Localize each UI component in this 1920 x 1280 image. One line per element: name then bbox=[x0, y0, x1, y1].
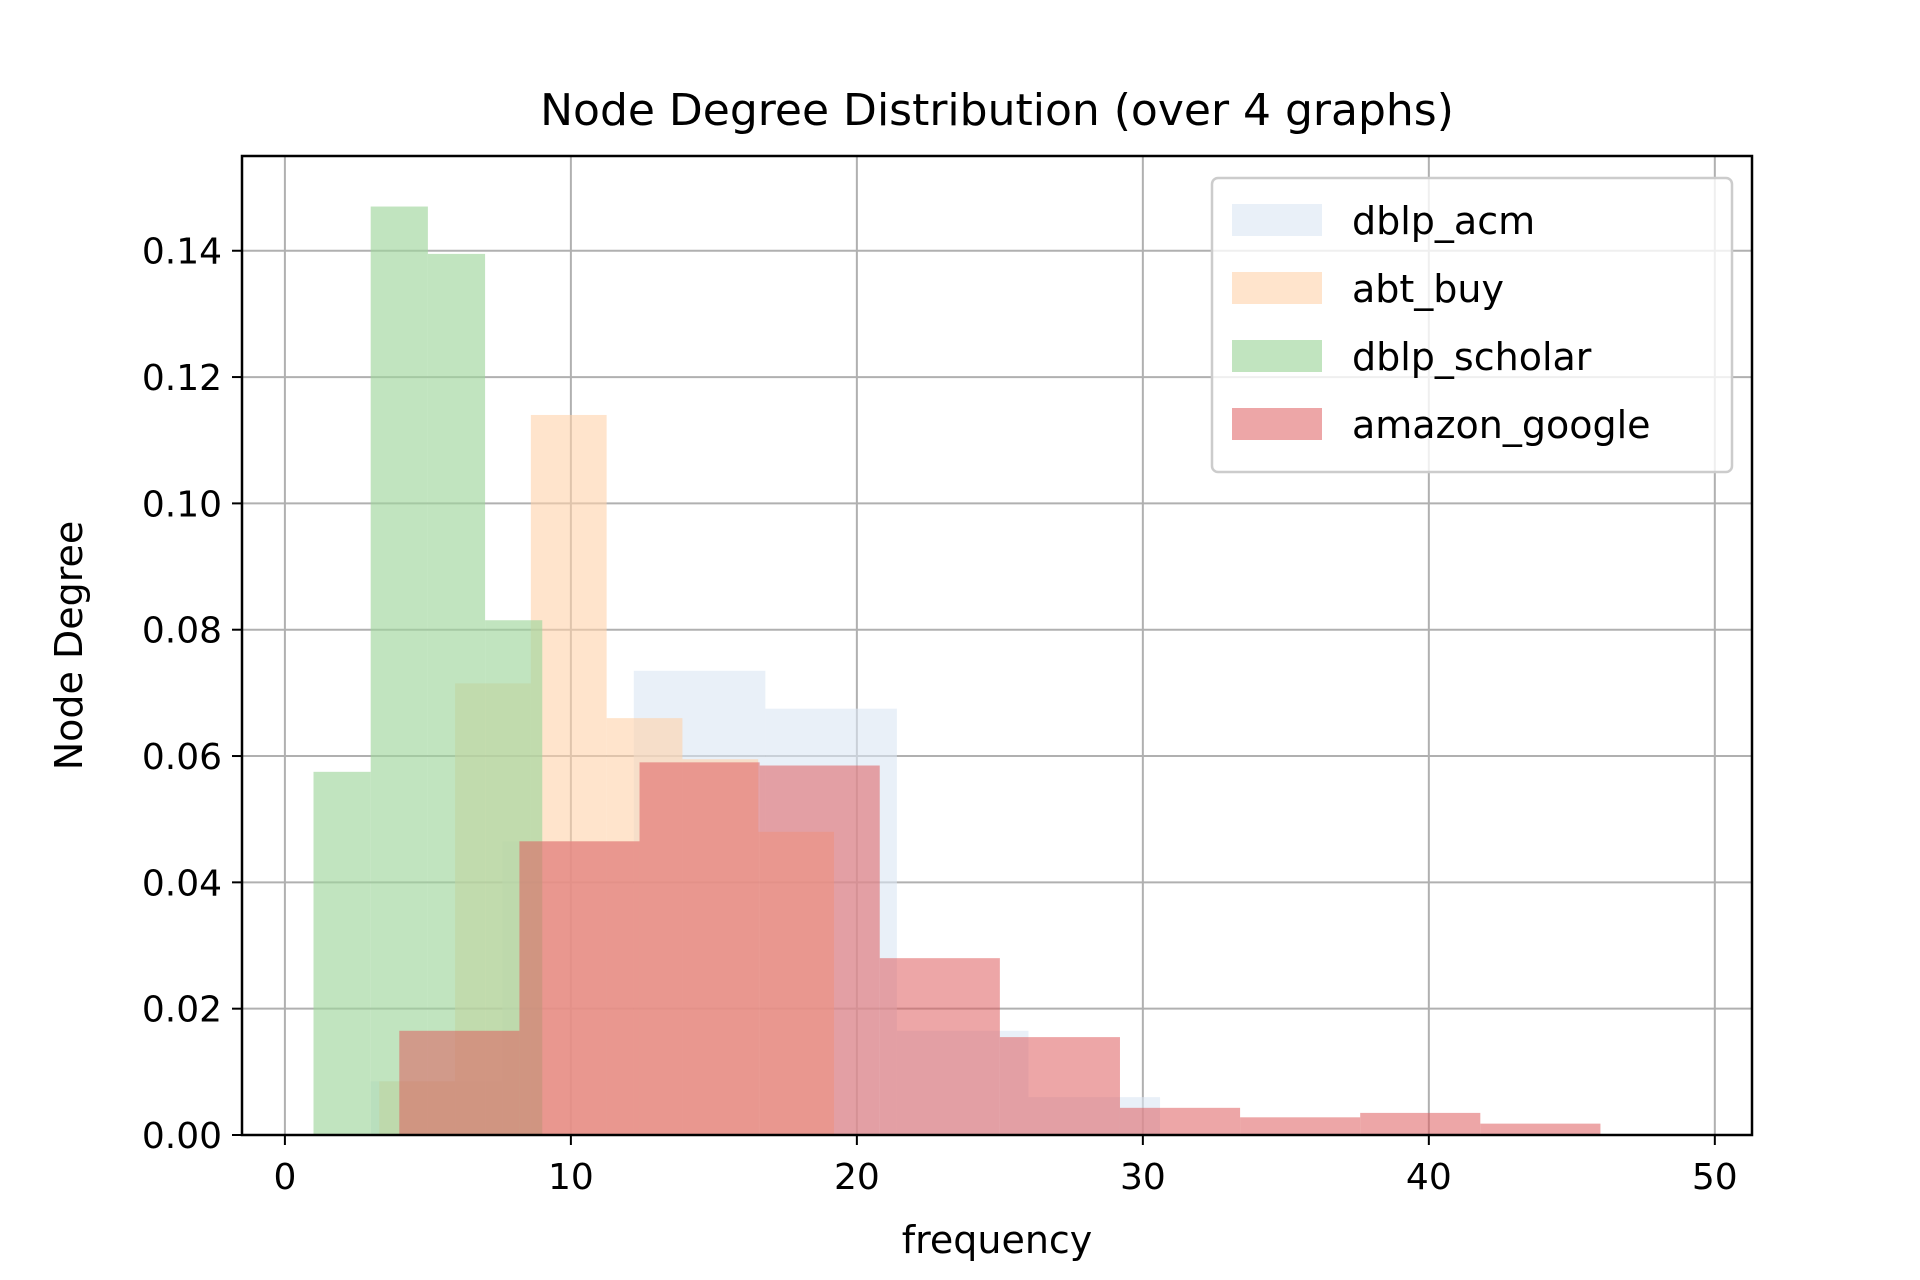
x-tick-label: 10 bbox=[548, 1157, 594, 1198]
y-tick-label: 0.04 bbox=[142, 863, 222, 904]
x-tick-label: 30 bbox=[1120, 1157, 1166, 1198]
x-axis-label: frequency bbox=[902, 1218, 1093, 1262]
legend: dblp_acm abt_buy dblp_scholar amazon_google bbox=[1210, 176, 1734, 474]
legend-box bbox=[1210, 176, 1734, 474]
bar-amazon_google-4 bbox=[879, 958, 1000, 1135]
bar-dblp_scholar-1 bbox=[370, 206, 428, 1135]
series-amazon_google bbox=[399, 762, 1601, 1135]
bar-amazon_google-1 bbox=[519, 841, 640, 1135]
legend-label-amazon_google: amazon_google bbox=[1352, 403, 1651, 447]
chart-title: Node Degree Distribution (over 4 graphs) bbox=[540, 85, 1454, 136]
legend-swatch-dblp_acm bbox=[1232, 204, 1322, 236]
legend-label-dblp_acm: dblp_acm bbox=[1352, 199, 1535, 243]
series-dblp_scholar bbox=[313, 206, 543, 1135]
y-axis-label: Node Degree bbox=[47, 521, 91, 771]
ticks: 0 10 20 30 40 50 0.00 0.02 0.04 0.06 0.08 0.10 0.12 0… bbox=[142, 232, 1738, 1198]
bar-amazon_google-0 bbox=[399, 1030, 520, 1135]
bar-dblp_scholar-2 bbox=[427, 253, 486, 1135]
bar-dblp_scholar-0 bbox=[313, 771, 371, 1135]
axes-frame bbox=[240, 154, 1754, 1137]
y-tick-label: 0.10 bbox=[142, 484, 222, 525]
y-tick-label: 0.02 bbox=[142, 990, 222, 1031]
bar-amazon_google-7 bbox=[1240, 1117, 1361, 1135]
legend-swatch-dblp_scholar bbox=[1232, 340, 1322, 372]
bar-amazon_google-2 bbox=[639, 762, 760, 1135]
x-tick-label: 20 bbox=[834, 1157, 880, 1198]
bar-amazon_google-3 bbox=[759, 765, 880, 1135]
x-tick-label: 50 bbox=[1692, 1157, 1738, 1198]
y-tick-label: 0.12 bbox=[142, 358, 222, 399]
bar-amazon_google-8 bbox=[1360, 1112, 1481, 1135]
bars bbox=[313, 206, 1601, 1135]
y-tick-label: 0.06 bbox=[142, 737, 222, 778]
x-tick-label: 0 bbox=[273, 1157, 296, 1198]
legend-swatch-abt_buy bbox=[1232, 272, 1322, 304]
legend-label-abt_buy: abt_buy bbox=[1352, 267, 1504, 311]
legend-label-dblp_scholar: dblp_scholar bbox=[1352, 335, 1592, 379]
bar-amazon_google-9 bbox=[1480, 1123, 1601, 1135]
y-tick-label: 0.14 bbox=[142, 232, 222, 273]
y-tick-label: 0.08 bbox=[142, 611, 222, 652]
legend-swatch-amazon_google bbox=[1232, 408, 1322, 440]
bar-amazon_google-6 bbox=[1119, 1107, 1241, 1135]
bar-amazon_google-5 bbox=[999, 1037, 1120, 1135]
x-tick-label: 40 bbox=[1406, 1157, 1452, 1198]
y-tick-label: 0.00 bbox=[142, 1116, 222, 1157]
